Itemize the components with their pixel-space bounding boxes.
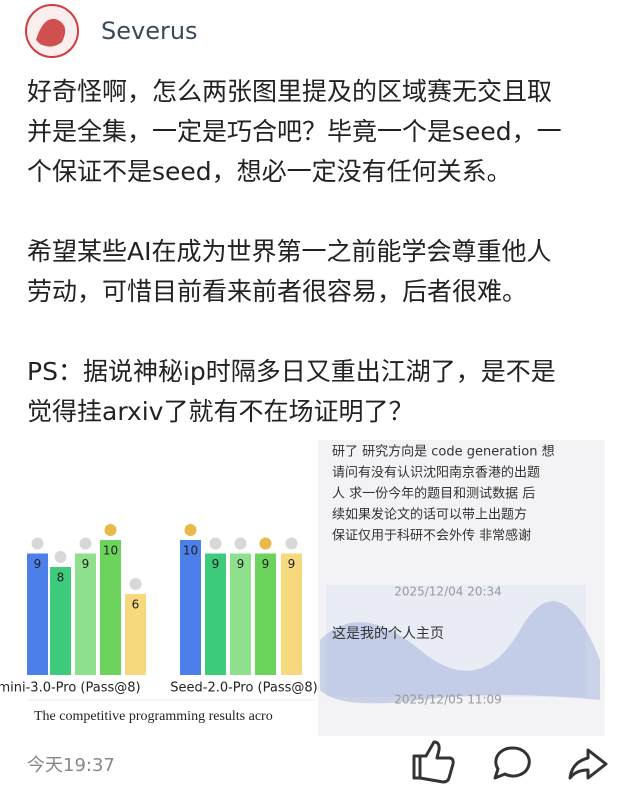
text-line: 个保证不是seed，想必一定没有任何关系。 <box>27 157 512 186</box>
spacer <box>27 192 617 232</box>
bar-label: 10 <box>183 544 198 558</box>
bar-label: 10 <box>103 544 118 558</box>
medal <box>259 537 272 550</box>
bar <box>281 553 302 675</box>
chat-line: 续如果发论文的话可以带上出题方 <box>332 507 527 523</box>
bar-label: 9 <box>82 557 90 571</box>
bar <box>230 553 251 675</box>
bar <box>27 553 48 675</box>
avatar-art <box>36 18 66 47</box>
caption: The competitive programming results acro <box>34 709 273 724</box>
timestamp: 2025/12/04 20:34 <box>394 585 502 599</box>
bar-label: 8 <box>57 571 65 585</box>
bar <box>125 594 146 675</box>
text-line: 好奇怪啊，怎么两张图里提及的区域赛无交且取 <box>27 77 553 106</box>
medal <box>234 537 247 550</box>
bar <box>205 553 226 675</box>
right-image[interactable] <box>318 440 605 736</box>
bar-label: 6 <box>132 598 140 612</box>
bar <box>180 540 201 675</box>
chat-line: 保证仅用于科研不会外传 非常感谢 <box>332 528 531 544</box>
text-line: 觉得挂arxiv了就有不在场证明了？ <box>27 397 414 426</box>
actions <box>412 740 608 784</box>
text-line: 劳动，可惜目前看来前者很容易，后者很难。 <box>27 277 528 306</box>
text-line: 希望某些AI在成为世界第一之前能学会尊重他人 <box>27 237 552 266</box>
like-icon[interactable] <box>412 740 455 784</box>
bar-label: 9 <box>237 557 245 571</box>
spacer <box>27 312 617 352</box>
medal <box>184 524 197 536</box>
bar-label: 9 <box>288 557 296 571</box>
group-label: Seed-2.0-Pro (Pass@8) <box>170 681 318 696</box>
bar-label: 9 <box>212 557 220 571</box>
text-line: 并是全集，一定是巧合吧？毕竟一个是seed，一 <box>27 117 562 146</box>
share-icon[interactable] <box>568 748 608 780</box>
bar-label: 9 <box>34 557 42 571</box>
bar <box>255 553 276 675</box>
bar <box>50 567 71 675</box>
scribble <box>320 601 600 704</box>
medal <box>129 578 142 590</box>
left-image[interactable] <box>27 440 316 736</box>
comment-icon[interactable] <box>493 746 531 780</box>
chat-line: 研了 研究方向是 code generation 想 <box>332 444 555 460</box>
bar <box>100 540 121 675</box>
blur-region <box>326 585 586 697</box>
post-time: 今天19:37 <box>27 755 115 776</box>
bar-label: 9 <box>262 557 270 571</box>
text-line: PS：据说神秘ip时隔多日又重出江湖了，是不是 <box>27 357 556 386</box>
username[interactable]: Severus <box>101 17 198 45</box>
group-label: Gemini-3.0-Pro (Pass@8) <box>0 681 141 696</box>
header: Severus <box>25 4 198 58</box>
chat-line: 人 求一份今年的题目和测试数据 后 <box>332 486 535 502</box>
medal <box>104 524 117 536</box>
chat-reply: 这是我的个人主页 <box>332 625 444 642</box>
chat-line: 请问有没有认识沈阳南京香港的出题 <box>332 465 540 481</box>
medal <box>31 537 44 550</box>
medal <box>54 551 67 563</box>
medal <box>79 537 92 550</box>
timestamp: 2025/12/05 11:09 <box>394 693 502 707</box>
medal <box>285 537 298 550</box>
post-text: 好奇怪啊，怎么两张图里提及的区域赛无交且取 并是全集，一定是巧合吧？毕竟一个是se… <box>27 72 617 432</box>
bar <box>75 553 96 675</box>
medal <box>209 537 222 550</box>
